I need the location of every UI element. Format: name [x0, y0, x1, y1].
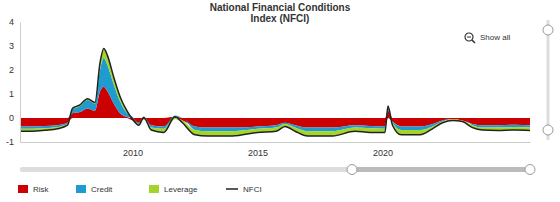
legend: Risk Credit Leverage NFCI: [18, 185, 262, 194]
y-tick-label: 0: [9, 113, 14, 123]
line-nfci: [20, 48, 530, 136]
x-tick-label: 2020: [373, 148, 393, 158]
legend-swatch: [18, 185, 28, 193]
legend-swatch: [76, 185, 86, 193]
y-axis: -1 0 1 2 3 4: [6, 17, 21, 147]
show-all-button[interactable]: Show all: [465, 33, 510, 43]
y-tick: -1: [6, 137, 20, 147]
x-tick-label: 2010: [123, 148, 143, 158]
zoom-icon-handle[interactable]: [472, 40, 475, 43]
slider-handle[interactable]: [543, 25, 553, 35]
navigator-handle[interactable]: [525, 165, 535, 175]
y-tick-label: 4: [9, 17, 14, 27]
x-axis-line: [21, 142, 531, 143]
y-tick: 2: [9, 65, 20, 75]
x-tick: 2020: [373, 142, 393, 158]
x-tick-label: 2015: [248, 148, 268, 158]
range-navigator[interactable]: [20, 165, 535, 175]
legend-label: Credit: [91, 185, 113, 194]
y-tick: 0: [9, 113, 20, 123]
slider-handle[interactable]: [543, 125, 553, 135]
legend-label: Leverage: [164, 185, 198, 194]
navigator-selection[interactable]: [352, 167, 530, 172]
legend-swatch: [149, 185, 159, 193]
show-all-label[interactable]: Show all: [480, 33, 510, 42]
y-tick: 4: [9, 17, 20, 27]
navigator-handle[interactable]: [347, 165, 357, 175]
x-axis: 2010 2015 2020: [21, 142, 531, 158]
area-leverage: [20, 48, 530, 136]
title: National Financial ConditionsIndex (NFCI…: [210, 2, 351, 24]
y-tick-label: -1: [6, 137, 14, 147]
slider-track[interactable]: [547, 20, 550, 140]
x-tick: 2015: [248, 142, 268, 158]
y-tick-label: 2: [9, 65, 14, 75]
y-tick: 1: [9, 89, 20, 99]
vertical-slider[interactable]: [543, 20, 553, 140]
zoom-icon[interactable]: [465, 33, 473, 41]
legend-swatch: [226, 188, 238, 190]
y-axis-line: [20, 23, 21, 143]
y-tick-label: 3: [9, 41, 14, 51]
navigator-track[interactable]: [20, 167, 530, 172]
x-tick: 2010: [123, 142, 143, 158]
legend-label: NFCI: [243, 185, 262, 194]
plot-area: [20, 48, 530, 136]
y-tick: 3: [9, 41, 20, 51]
y-tick-label: 1: [9, 89, 14, 99]
zoom-icon-minus[interactable]: [467, 37, 471, 38]
chart: National Financial ConditionsIndex (NFCI…: [0, 0, 560, 202]
legend-label: Risk: [33, 185, 50, 194]
